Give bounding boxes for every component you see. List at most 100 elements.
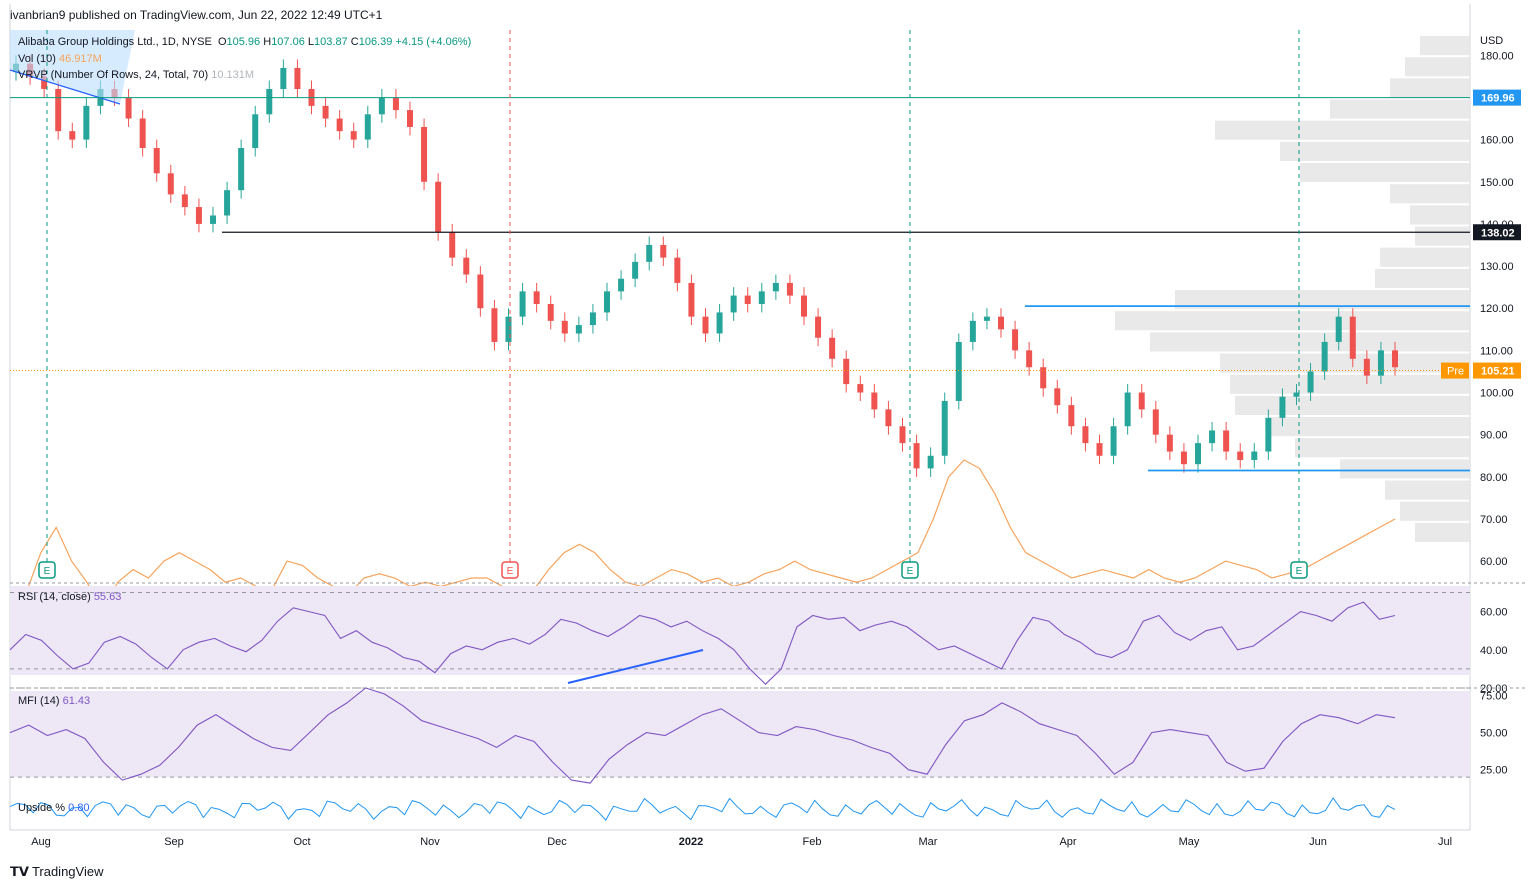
candle-body [618, 278, 625, 292]
candle-body [477, 274, 484, 309]
candle-body [969, 320, 976, 342]
candle-body [998, 316, 1004, 330]
candle-body [266, 89, 273, 115]
candle-body [547, 304, 554, 321]
earnings-marker-label: E [907, 566, 914, 577]
mfi-value: 61.43 [62, 695, 91, 707]
candle-body [1054, 388, 1061, 406]
candle-body [252, 114, 259, 149]
candle-body [1349, 316, 1356, 359]
earnings-marker-icon [38, 561, 56, 579]
candle-body [1377, 350, 1384, 376]
candle-body [69, 131, 76, 140]
time-tick-label: Aug [31, 836, 51, 848]
close-label: C [350, 36, 359, 48]
currency-label: USD [1480, 35, 1503, 47]
volume-profile-bar [1390, 78, 1470, 98]
volume-profile-bar [1415, 226, 1470, 246]
rsi-legend[interactable]: RSI (14, close) 55.63 [18, 591, 121, 603]
candle-body [350, 131, 357, 140]
premarket-tag-text: Pre [1447, 366, 1464, 378]
mfi-tick-label: 25.00 [1480, 765, 1508, 777]
candle-body [1392, 350, 1398, 368]
price-tick-label: 180.00 [1480, 50, 1514, 62]
candle-body [1026, 350, 1033, 368]
candle-body [646, 244, 653, 262]
time-tick-label: 2022 [679, 836, 703, 848]
mfi-band [10, 691, 1470, 777]
candle-body [378, 97, 385, 115]
volume-value: 46.917M [58, 53, 102, 65]
drawn-trendline [9, 69, 121, 105]
candle-body [632, 261, 639, 279]
close-value: 106.39 [358, 36, 393, 48]
candle-body [505, 316, 512, 342]
time-tick-label: Apr [1059, 836, 1076, 848]
upside-label: Upside % [18, 802, 66, 814]
price-tick-label: 90.00 [1480, 430, 1508, 442]
open-value: 105.96 [226, 36, 261, 48]
earnings-marker-icon [1290, 561, 1308, 579]
volume-profile-bar [1380, 247, 1470, 267]
candle-body [829, 337, 836, 359]
time-tick-label: Oct [293, 836, 310, 848]
candle-body [604, 291, 610, 313]
candle-body [336, 118, 343, 132]
candle-body [224, 190, 231, 216]
candle-body [1152, 409, 1159, 435]
volume-legend[interactable]: Vol (10) 46.917M [18, 53, 102, 65]
volume-profile-bar [1340, 459, 1470, 479]
rsi-line [9, 601, 1396, 685]
price-tick-label: 160.00 [1480, 135, 1514, 147]
time-tick-label: Sep [164, 836, 184, 848]
candle-body [125, 97, 132, 119]
mfi-tick-label: 50.00 [1480, 728, 1508, 740]
time-tick-label: May [1179, 836, 1200, 848]
mfi-label: MFI (14) [18, 695, 60, 707]
candle-body [786, 282, 793, 296]
candle-body [871, 392, 878, 410]
price-tick-label: 60.00 [1480, 556, 1508, 568]
upside-line [9, 797, 1396, 821]
candle-body [983, 316, 990, 321]
candle-body [322, 105, 329, 119]
candle-body [519, 291, 526, 317]
time-tick-label: Jun [1309, 836, 1327, 848]
upside-value: 0.80 [68, 802, 90, 814]
candle-body [1180, 451, 1187, 465]
candle-body [702, 316, 709, 334]
candle-body [1082, 426, 1089, 444]
volume-profile-bar [1150, 332, 1470, 352]
tradingview-logo-icon: 𝗧𝗩 [10, 864, 29, 879]
candle-body [885, 409, 892, 427]
earnings-marker-label: E [1296, 566, 1303, 577]
vrvp-legend[interactable]: VRVP (Number Of Rows, 24, Total, 70) 10.… [18, 69, 254, 81]
candle-body [1363, 358, 1370, 376]
volume-profile-bar [1400, 501, 1470, 521]
upside-legend[interactable]: Upside % 0.80 [18, 802, 90, 814]
tradingview-brand[interactable]: 𝗧𝗩 TradingView [10, 864, 103, 880]
low-label: L [307, 36, 315, 48]
candle-body [801, 295, 807, 317]
candle-body [843, 358, 850, 385]
rsi-tick-label: 60.00 [1480, 607, 1508, 619]
mfi-tick-label: 75.00 [1480, 690, 1508, 702]
price-tick-label: 110.00 [1480, 345, 1513, 357]
fib-shaded-region [10, 30, 135, 104]
mfi-legend[interactable]: MFI (14) 61.43 [18, 695, 90, 707]
candle-body [589, 312, 596, 326]
price-label-text: 138.02 [1481, 227, 1515, 239]
candle-body [533, 291, 540, 304]
candle-body [41, 76, 48, 90]
candle-body [575, 325, 582, 334]
symbol-name: Alibaba Group Holdings Ltd., 1D, NYSE [18, 36, 212, 48]
rsi-divergence-line [567, 649, 704, 684]
symbol-legend[interactable]: Alibaba Group Holdings Ltd., 1D, NYSE O1… [18, 36, 471, 48]
mfi-line [9, 687, 1396, 784]
time-tick-label: Feb [803, 836, 822, 848]
candle-body [1279, 396, 1286, 418]
high-label: H [263, 36, 272, 48]
candle-body [435, 181, 442, 233]
candle-body [1195, 443, 1201, 465]
